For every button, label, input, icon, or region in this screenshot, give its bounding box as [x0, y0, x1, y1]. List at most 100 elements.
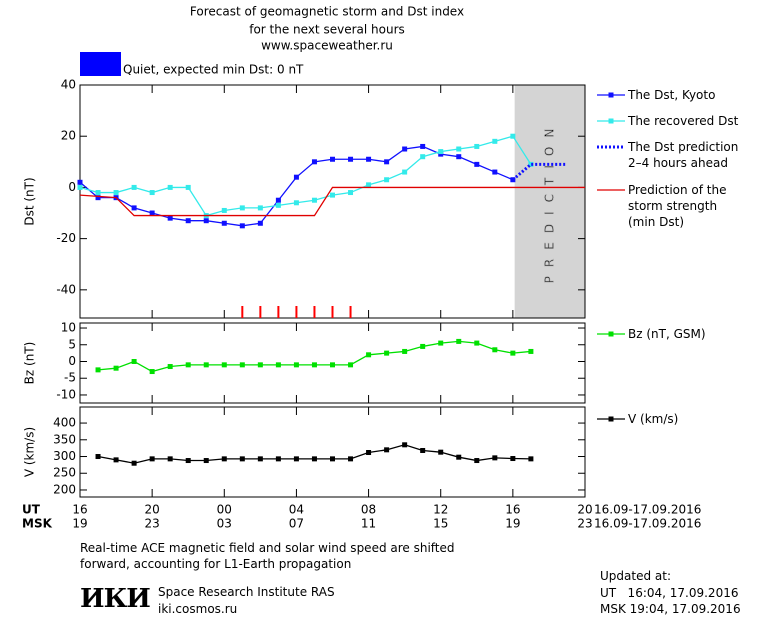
x-tick-label: 11	[361, 517, 376, 531]
legend-marker	[608, 331, 614, 337]
data-point	[438, 149, 444, 155]
prediction-label: PREDICTION	[542, 120, 556, 284]
data-point	[293, 456, 299, 462]
y-tick-label: -20	[56, 231, 76, 245]
data-point	[402, 146, 408, 152]
legend-label: Bz (nT, GSM)	[628, 327, 706, 341]
updated-label: Updated at:	[600, 569, 671, 583]
y-axis-title: Bz (nT)	[23, 342, 37, 385]
data-point	[311, 456, 317, 462]
data-point	[366, 156, 372, 162]
data-point	[438, 449, 444, 455]
data-point	[95, 195, 101, 201]
plot-frame	[79, 322, 586, 404]
data-point	[257, 205, 263, 211]
data-point	[528, 348, 534, 354]
x-tick-label: 08	[361, 503, 376, 517]
plot-frame	[79, 406, 586, 498]
data-point	[113, 190, 119, 196]
series-line	[79, 135, 532, 217]
data-point	[384, 177, 390, 183]
institute: Space Research Institute RAS	[158, 585, 335, 599]
y-tick-label: 40	[61, 78, 76, 92]
data-point	[131, 184, 137, 190]
y-axis-title: V (km/s)	[23, 427, 37, 477]
prediction-zone	[514, 85, 585, 318]
data-point	[167, 456, 173, 462]
data-point	[149, 369, 155, 375]
legend-label: The recovered Dst	[628, 114, 739, 128]
data-point	[384, 447, 390, 453]
date-range: 16.09-17.09.2016	[594, 503, 701, 517]
data-point	[366, 182, 372, 188]
data-point	[95, 454, 101, 460]
data-point	[221, 456, 227, 462]
data-point	[366, 352, 372, 358]
title-line: www.spaceweather.ru	[261, 39, 393, 53]
data-point	[311, 197, 317, 203]
data-point	[492, 347, 498, 353]
data-point	[384, 159, 390, 165]
y-tick-label: -5	[64, 371, 76, 385]
data-point	[257, 362, 263, 368]
data-point	[330, 362, 335, 368]
data-point	[275, 202, 281, 208]
footer-note: Real-time ACE magnetic field and solar w…	[80, 541, 455, 571]
x-tick-label: 19	[505, 517, 520, 531]
data-point	[239, 223, 245, 229]
data-point	[293, 362, 299, 368]
data-point	[420, 143, 426, 149]
data-point	[275, 362, 281, 368]
legend-marker	[608, 118, 614, 124]
data-point	[384, 350, 390, 356]
x-tick-label: 16	[72, 503, 87, 517]
data-point	[185, 184, 191, 190]
legend-label: Prediction of the storm strength (min Ds…	[628, 183, 727, 229]
plot-frame	[79, 84, 586, 319]
x-tick-label: 07	[289, 517, 304, 531]
x-tick-label: 16	[505, 503, 520, 517]
data-point	[330, 156, 335, 162]
y-tick-label: 0	[68, 354, 76, 368]
y-tick-label: 300	[53, 449, 76, 463]
y-tick-label: 0	[68, 180, 76, 194]
data-point	[474, 458, 480, 464]
x-tick-label: 12	[433, 503, 448, 517]
y-axis-title: Dst (nT)	[23, 177, 37, 225]
data-point	[131, 460, 137, 466]
data-point	[239, 456, 245, 462]
y-tick-label: 5	[68, 337, 76, 351]
y-tick-label: 10	[61, 321, 76, 335]
title-line: Forecast of geomagnetic storm and Dst in…	[190, 5, 464, 19]
data-point	[492, 455, 498, 461]
data-point	[239, 362, 245, 368]
data-point	[113, 365, 119, 371]
data-point	[456, 154, 462, 160]
data-point	[257, 220, 263, 226]
data-point	[293, 200, 299, 206]
data-point	[528, 161, 534, 167]
data-point	[131, 358, 137, 364]
x-tick-label: 15	[433, 517, 448, 531]
data-point	[275, 197, 281, 203]
data-point	[185, 362, 191, 368]
data-point	[185, 458, 191, 464]
series-line	[79, 145, 514, 227]
y-tick-label: -10	[56, 387, 76, 401]
axis-row-label: MSK	[22, 517, 53, 531]
data-point	[420, 154, 426, 160]
data-point	[221, 220, 227, 226]
status-text: Quiet, expected min Dst: 0 nT	[123, 63, 304, 77]
data-point	[438, 340, 444, 346]
logo: ИКИ	[80, 584, 151, 614]
x-tick-label: 19	[72, 517, 87, 531]
data-point	[330, 456, 335, 462]
data-point	[510, 350, 516, 356]
x-tick-label: 23	[577, 517, 592, 531]
legend-label: The Dst prediction 2–4 hours ahead	[628, 140, 739, 170]
data-point	[131, 205, 137, 211]
y-tick-label: -40	[56, 282, 76, 296]
data-point	[221, 207, 227, 213]
